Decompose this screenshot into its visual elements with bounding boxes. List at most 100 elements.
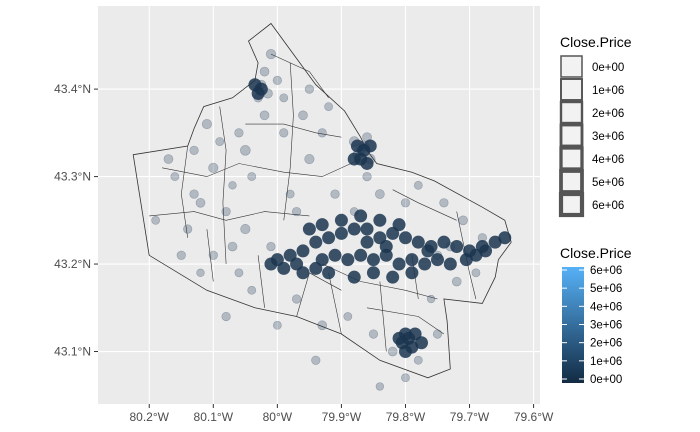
data-point bbox=[291, 206, 302, 217]
ward-boundary-5 bbox=[180, 145, 188, 238]
data-point bbox=[151, 215, 161, 225]
ward-boundary-15 bbox=[366, 307, 445, 335]
data-point-dense bbox=[450, 240, 464, 254]
data-point bbox=[221, 206, 231, 217]
size-legend-key bbox=[560, 78, 583, 101]
data-point bbox=[413, 355, 423, 365]
data-point bbox=[298, 110, 308, 121]
data-point bbox=[413, 180, 423, 190]
data-point-dense bbox=[411, 235, 425, 249]
data-point-dense bbox=[366, 266, 380, 280]
data-point-dense bbox=[334, 226, 348, 240]
data-point bbox=[240, 223, 251, 235]
data-point bbox=[259, 110, 270, 121]
data-point bbox=[432, 329, 443, 339]
data-point-dense bbox=[437, 235, 451, 249]
color-legend-label: 6e+06 bbox=[590, 265, 622, 277]
data-point bbox=[215, 137, 225, 146]
color-legend-label: 4e+06 bbox=[590, 301, 622, 313]
data-point-dense bbox=[498, 231, 512, 245]
color-legend-label: 1e+06 bbox=[590, 356, 622, 368]
data-point bbox=[401, 373, 410, 383]
data-point bbox=[189, 189, 199, 199]
data-point bbox=[259, 66, 270, 77]
y-tick-label: 43.2°N bbox=[54, 257, 91, 271]
data-point bbox=[304, 154, 315, 165]
ward-boundary-0 bbox=[162, 158, 361, 177]
data-point-dense bbox=[421, 244, 435, 258]
data-point bbox=[451, 276, 462, 287]
data-point bbox=[201, 119, 212, 130]
ward-boundary-3 bbox=[219, 106, 227, 265]
size-legend-label: 3e+06 bbox=[592, 131, 624, 143]
data-point bbox=[247, 172, 257, 181]
color-legend-label: 3e+06 bbox=[590, 320, 622, 332]
size-legend-label: 1e+06 bbox=[592, 85, 624, 97]
data-point bbox=[375, 382, 385, 391]
data-point bbox=[375, 189, 385, 199]
data-point-dense bbox=[296, 266, 310, 280]
y-tick-label: 43.4°N bbox=[54, 82, 91, 96]
boundary-outline bbox=[132, 22, 512, 379]
ward-boundary-16 bbox=[392, 189, 457, 221]
data-point-dense bbox=[334, 213, 348, 227]
size-legend-title: Close.Price bbox=[560, 34, 632, 50]
size-legend-key bbox=[560, 55, 583, 78]
data-point bbox=[362, 171, 372, 182]
data-point-dense bbox=[354, 209, 368, 223]
size-legend-label: 4e+06 bbox=[592, 154, 624, 166]
ward-boundary-6 bbox=[322, 263, 438, 300]
data-point bbox=[266, 241, 276, 252]
size-legend-label: 0e+00 bbox=[592, 62, 624, 74]
data-point bbox=[311, 355, 321, 365]
data-point bbox=[208, 250, 218, 260]
x-tick-label: 80°W bbox=[263, 410, 293, 424]
data-point-dense bbox=[347, 152, 361, 166]
data-point bbox=[170, 172, 180, 181]
data-point-dense bbox=[347, 270, 361, 284]
data-point-dense bbox=[363, 139, 377, 153]
size-legend-key bbox=[558, 191, 585, 218]
data-point bbox=[163, 154, 174, 164]
ward-boundary-11 bbox=[257, 255, 265, 308]
data-point bbox=[195, 197, 206, 208]
data-point-dense bbox=[392, 218, 406, 232]
data-point-dense bbox=[405, 253, 419, 267]
data-point bbox=[196, 268, 205, 277]
data-point-dense bbox=[347, 222, 361, 236]
data-point bbox=[324, 102, 334, 111]
data-point bbox=[240, 145, 251, 156]
data-point-dense bbox=[405, 266, 419, 280]
data-point-dense bbox=[360, 156, 374, 170]
data-point bbox=[247, 285, 257, 295]
data-point-dense bbox=[366, 253, 380, 267]
data-point bbox=[234, 268, 244, 278]
data-point bbox=[279, 93, 289, 103]
data-point bbox=[285, 189, 295, 199]
data-point-dense bbox=[309, 235, 323, 249]
data-point bbox=[426, 294, 436, 304]
data-point-dense bbox=[354, 248, 368, 262]
point-layer bbox=[151, 49, 512, 391]
data-point-dense bbox=[392, 257, 406, 271]
data-point bbox=[189, 145, 199, 155]
data-point-dense bbox=[479, 244, 493, 258]
data-point bbox=[458, 215, 468, 226]
data-point-dense bbox=[322, 231, 336, 245]
data-point bbox=[228, 181, 237, 190]
data-point-dense bbox=[277, 261, 291, 275]
data-point-dense bbox=[302, 222, 316, 236]
data-point-dense bbox=[296, 244, 310, 258]
data-point-dense bbox=[443, 257, 457, 271]
y-tick-label: 43.1°N bbox=[54, 345, 91, 359]
data-point bbox=[304, 84, 315, 94]
color-legend-label: 2e+06 bbox=[590, 338, 622, 350]
data-point-dense bbox=[414, 336, 428, 350]
data-point-dense bbox=[360, 222, 374, 236]
ward-boundary-1 bbox=[149, 211, 310, 221]
data-point bbox=[183, 224, 193, 234]
data-point-dense bbox=[315, 218, 329, 232]
data-point-dense bbox=[386, 270, 400, 284]
data-point bbox=[330, 189, 340, 199]
ward-boundary-13 bbox=[270, 53, 329, 98]
